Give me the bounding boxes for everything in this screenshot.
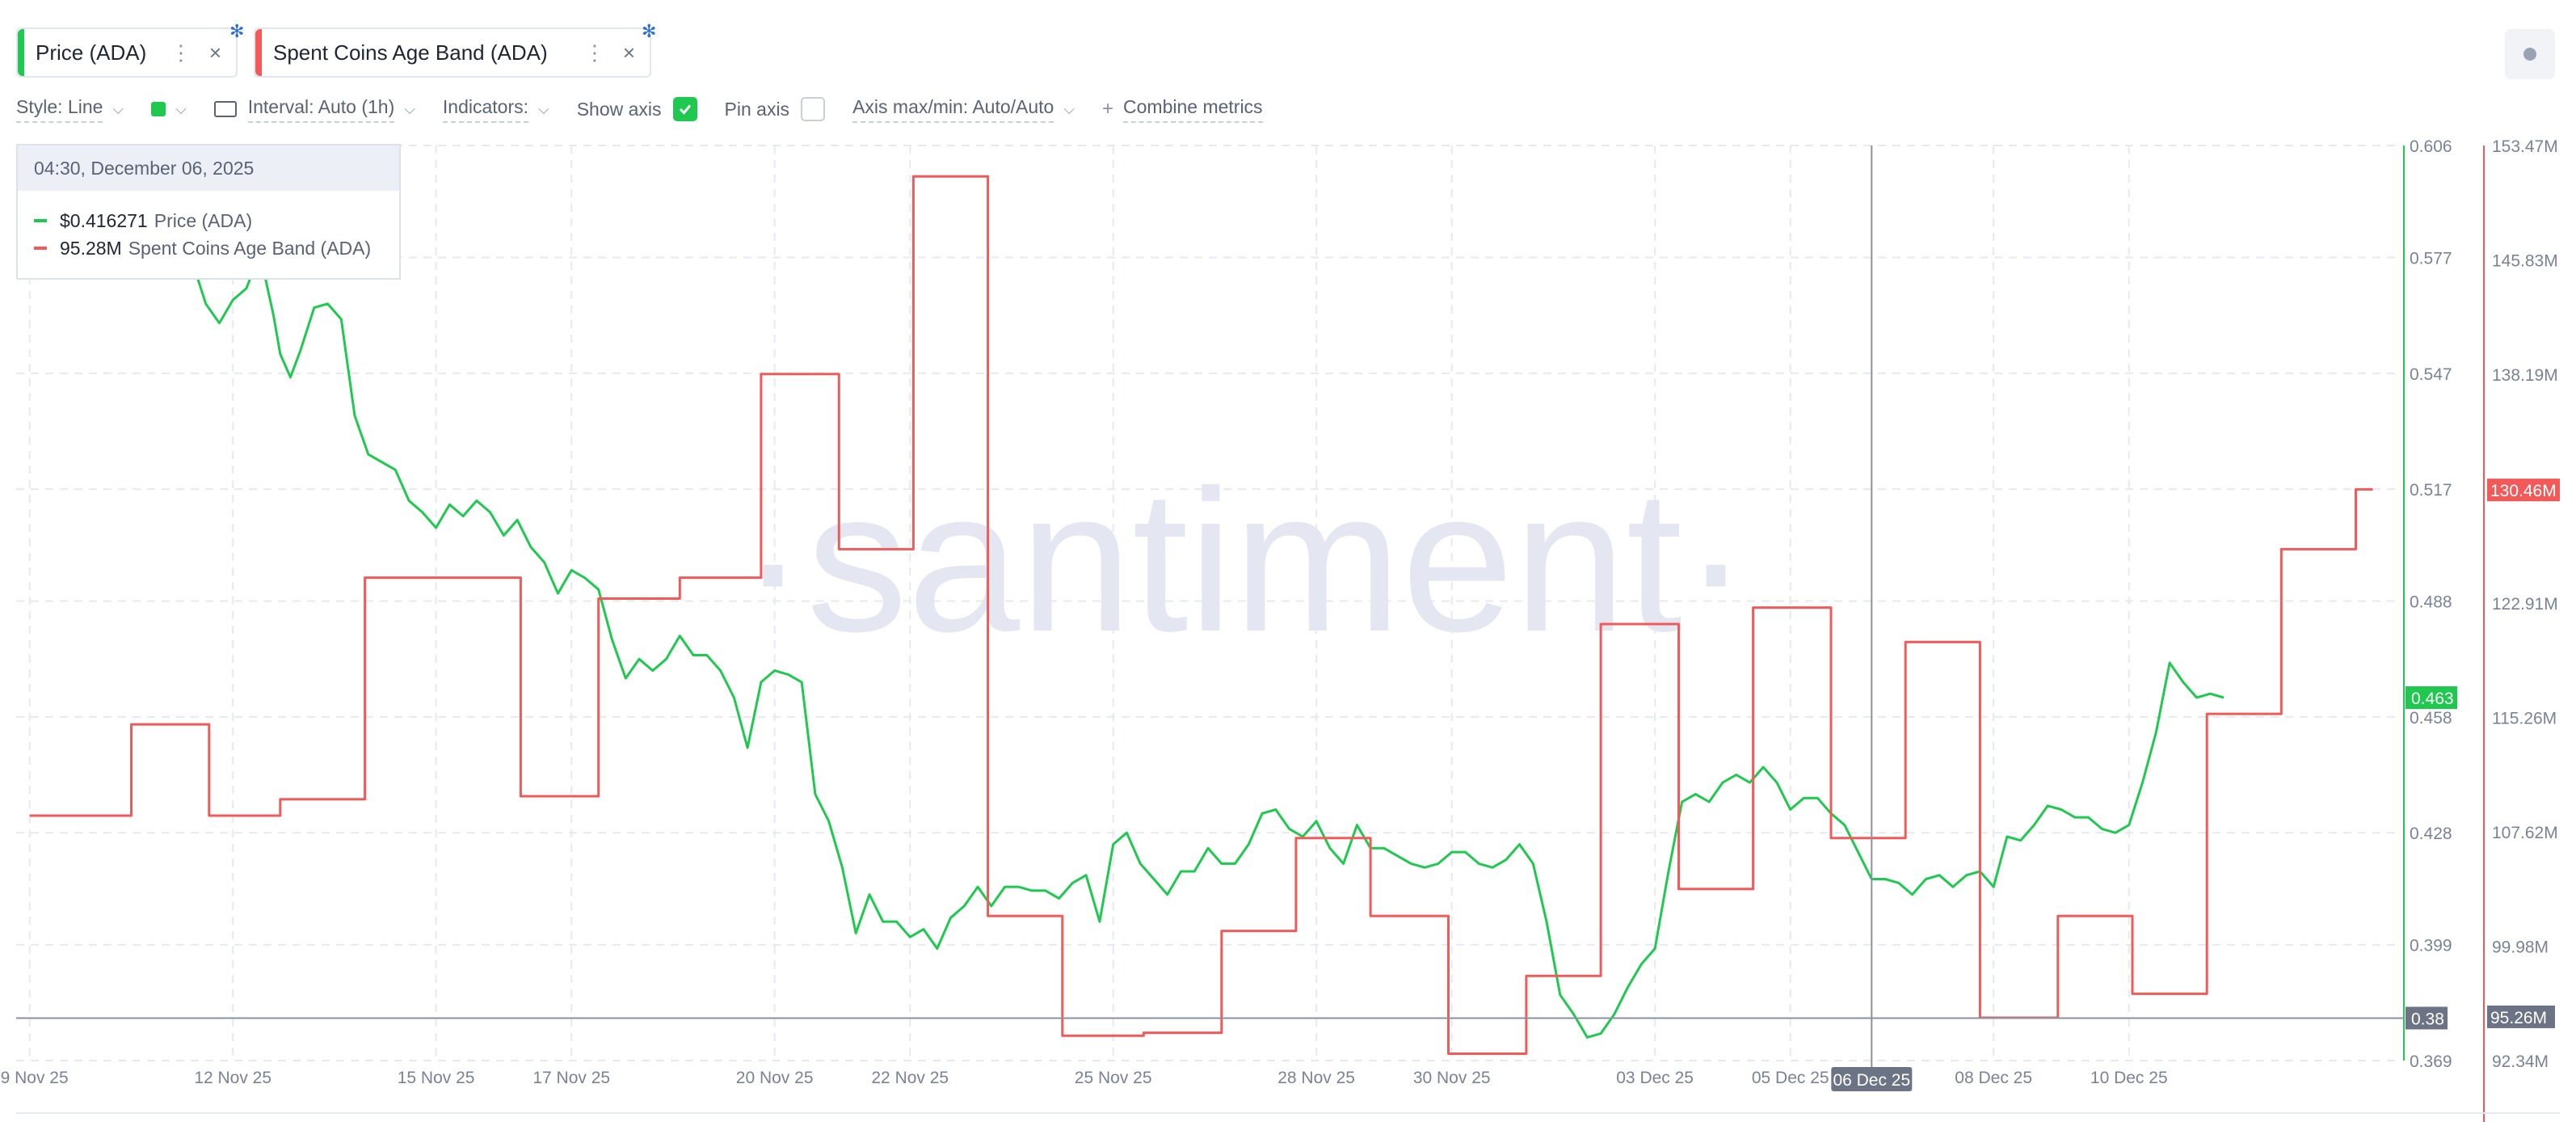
x-tick-label: 30 Nov 25	[1413, 1069, 1491, 1087]
x-tick-label: 25 Nov 25	[1075, 1069, 1152, 1087]
tab-label: Price (ADA)	[36, 40, 147, 65]
settings-gear-icon[interactable]: ✻	[229, 21, 245, 41]
x-tick-label: 28 Nov 25	[1277, 1069, 1355, 1087]
x-tick-label: 10 Dec 25	[2090, 1069, 2168, 1087]
tooltip-value: 95.28M	[60, 237, 122, 259]
show-axis-toggle[interactable]: Show axis	[577, 97, 697, 121]
chevron-down-icon: ⌵	[404, 100, 415, 117]
color-swatch-icon	[151, 102, 166, 116]
style-label: Style: Line	[16, 96, 103, 123]
navigator-track[interactable]	[16, 1112, 2560, 1119]
y-right-tick-label: 153.47M	[2492, 137, 2558, 156]
crosshair-y-left-label-bg	[2406, 1006, 2448, 1030]
plus-icon: +	[1102, 98, 1114, 120]
interval-label: Interval: Auto (1h)	[247, 96, 395, 123]
crosshair-x-label: 06 Dec 25	[1833, 1071, 1910, 1090]
grid-lines	[16, 145, 2400, 1061]
tab-price[interactable]: Price (ADA) ⋮ ×	[16, 27, 238, 78]
checkmark-icon	[679, 104, 691, 115]
y-right-tick-label: 138.19M	[2492, 366, 2558, 385]
series-layer	[28, 175, 2373, 1055]
close-icon[interactable]: ×	[208, 40, 221, 65]
chevron-down-icon: ⌵	[112, 100, 124, 117]
tab-label: Spent Coins Age Band (ADA)	[273, 40, 548, 65]
x-tick-label: 20 Nov 25	[736, 1069, 814, 1087]
y-right-tick-label: 92.34M	[2492, 1052, 2549, 1071]
pin-axis-checkbox[interactable]	[801, 97, 826, 121]
crosshair-y-right-label-bg	[2487, 1005, 2555, 1028]
y-left-tick-label: 0.488	[2410, 593, 2452, 612]
legend-swatch	[34, 219, 47, 222]
y-left-tick-label: 0.577	[2410, 250, 2452, 268]
axis-maxmin-dropdown[interactable]: Axis max/min: Auto/Auto ⌵	[852, 96, 1075, 123]
dot-icon	[2523, 48, 2536, 61]
current-price-label: 0.463	[2411, 690, 2454, 708]
more-options-icon[interactable]: ⋮	[170, 40, 192, 65]
y-left-tick-label: 0.458	[2410, 709, 2452, 728]
legend-swatch	[34, 247, 47, 250]
chart-toolbar: Style: Line ⌵ ⌵ Interval: Auto (1h) ⌵ In…	[16, 95, 1290, 123]
close-icon[interactable]: ×	[622, 40, 635, 65]
y-right-tick-label: 145.83M	[2492, 251, 2558, 270]
tooltip-row-spent: 95.28M Spent Coins Age Band (ADA)	[18, 234, 399, 262]
current-spent-label-bg	[2487, 479, 2560, 502]
y-left-tick-label: 0.606	[2410, 137, 2452, 156]
tooltip-name: Price (ADA)	[154, 209, 253, 231]
current-price-label-bg	[2406, 686, 2457, 710]
y-left-tick-label: 0.369	[2410, 1052, 2452, 1071]
crosshair-y-right-label: 95.26M	[2490, 1009, 2547, 1027]
tab-color-bar	[255, 29, 262, 76]
axes-layer: 0.606 0.577 0.547 0.517 0.488 0.458 0.428 0.399…	[0, 137, 2560, 1122]
x-tick-label: 17 Nov 25	[532, 1069, 610, 1087]
chevron-down-icon: ⌵	[538, 100, 549, 117]
tooltip-row-price: $0.416271 Price (ADA)	[18, 207, 399, 234]
pin-axis-toggle[interactable]: Pin axis	[725, 97, 826, 121]
spent-coins-series-line	[29, 175, 2373, 1055]
show-axis-checkbox[interactable]	[672, 97, 697, 121]
pin-axis-label: Pin axis	[724, 98, 790, 120]
crosshair-x-label-bg	[1831, 1067, 1913, 1091]
x-tick-label: 12 Nov 25	[194, 1069, 271, 1087]
hover-tooltip: 04:30, December 06, 2025 $0.416271 Price…	[16, 144, 401, 280]
tooltip-date: 04:30, December 06, 2025	[18, 146, 399, 191]
indicators-dropdown[interactable]: Indicators: ⌵	[442, 96, 549, 123]
color-dropdown[interactable]: ⌵	[151, 101, 187, 118]
chevron-down-icon: ⌵	[1063, 100, 1075, 117]
x-tick-label: 22 Nov 25	[871, 1069, 949, 1087]
chevron-down-icon: ⌵	[175, 100, 187, 117]
combine-metrics-label: Combine metrics	[1123, 96, 1263, 123]
x-tick-label: 05 Dec 25	[1752, 1069, 1829, 1087]
more-options-icon[interactable]: ⋮	[583, 40, 605, 65]
y-right-tick-label: 122.91M	[2492, 595, 2558, 614]
crosshair-y-left-label: 0.38	[2411, 1010, 2444, 1028]
show-axis-label: Show axis	[576, 98, 662, 120]
ruler-icon	[213, 101, 237, 117]
combine-metrics-button[interactable]: + Combine metrics	[1102, 96, 1263, 123]
x-tick-label: 08 Dec 25	[1955, 1069, 2032, 1087]
interval-dropdown[interactable]: Interval: Auto (1h) ⌵	[213, 96, 415, 123]
tooltip-value: $0.416271	[60, 209, 148, 231]
options-button[interactable]	[2505, 29, 2555, 79]
x-tick-label: 09 Nov 25	[0, 1069, 69, 1087]
style-dropdown[interactable]: Style: Line ⌵	[16, 96, 124, 123]
watermark: ·santiment·	[739, 448, 1749, 673]
tooltip-name: Spent Coins Age Band (ADA)	[128, 237, 372, 259]
y-left-tick-label: 0.428	[2410, 825, 2452, 843]
y-right-tick-label: 99.98M	[2492, 939, 2549, 957]
settings-gear-icon[interactable]: ✻	[642, 21, 657, 41]
x-tick-label: 03 Dec 25	[1616, 1069, 1694, 1087]
y-left-tick-label: 0.517	[2410, 481, 2452, 500]
y-left-tick-label: 0.399	[2410, 937, 2452, 955]
tab-spent-coins[interactable]: Spent Coins Age Band (ADA) ⋮ ×	[254, 27, 651, 78]
current-spent-label: 130.46M	[2490, 482, 2557, 500]
y-right-tick-label: 107.62M	[2492, 824, 2558, 842]
axis-maxmin-label: Axis max/min: Auto/Auto	[852, 96, 1054, 123]
y-left-tick-label: 0.547	[2410, 365, 2452, 384]
price-series-line	[28, 190, 2225, 1039]
x-tick-label: 15 Nov 25	[398, 1069, 475, 1087]
y-right-tick-label: 115.26M	[2492, 710, 2557, 728]
tab-color-bar	[18, 29, 24, 76]
indicators-label: Indicators:	[442, 96, 529, 123]
